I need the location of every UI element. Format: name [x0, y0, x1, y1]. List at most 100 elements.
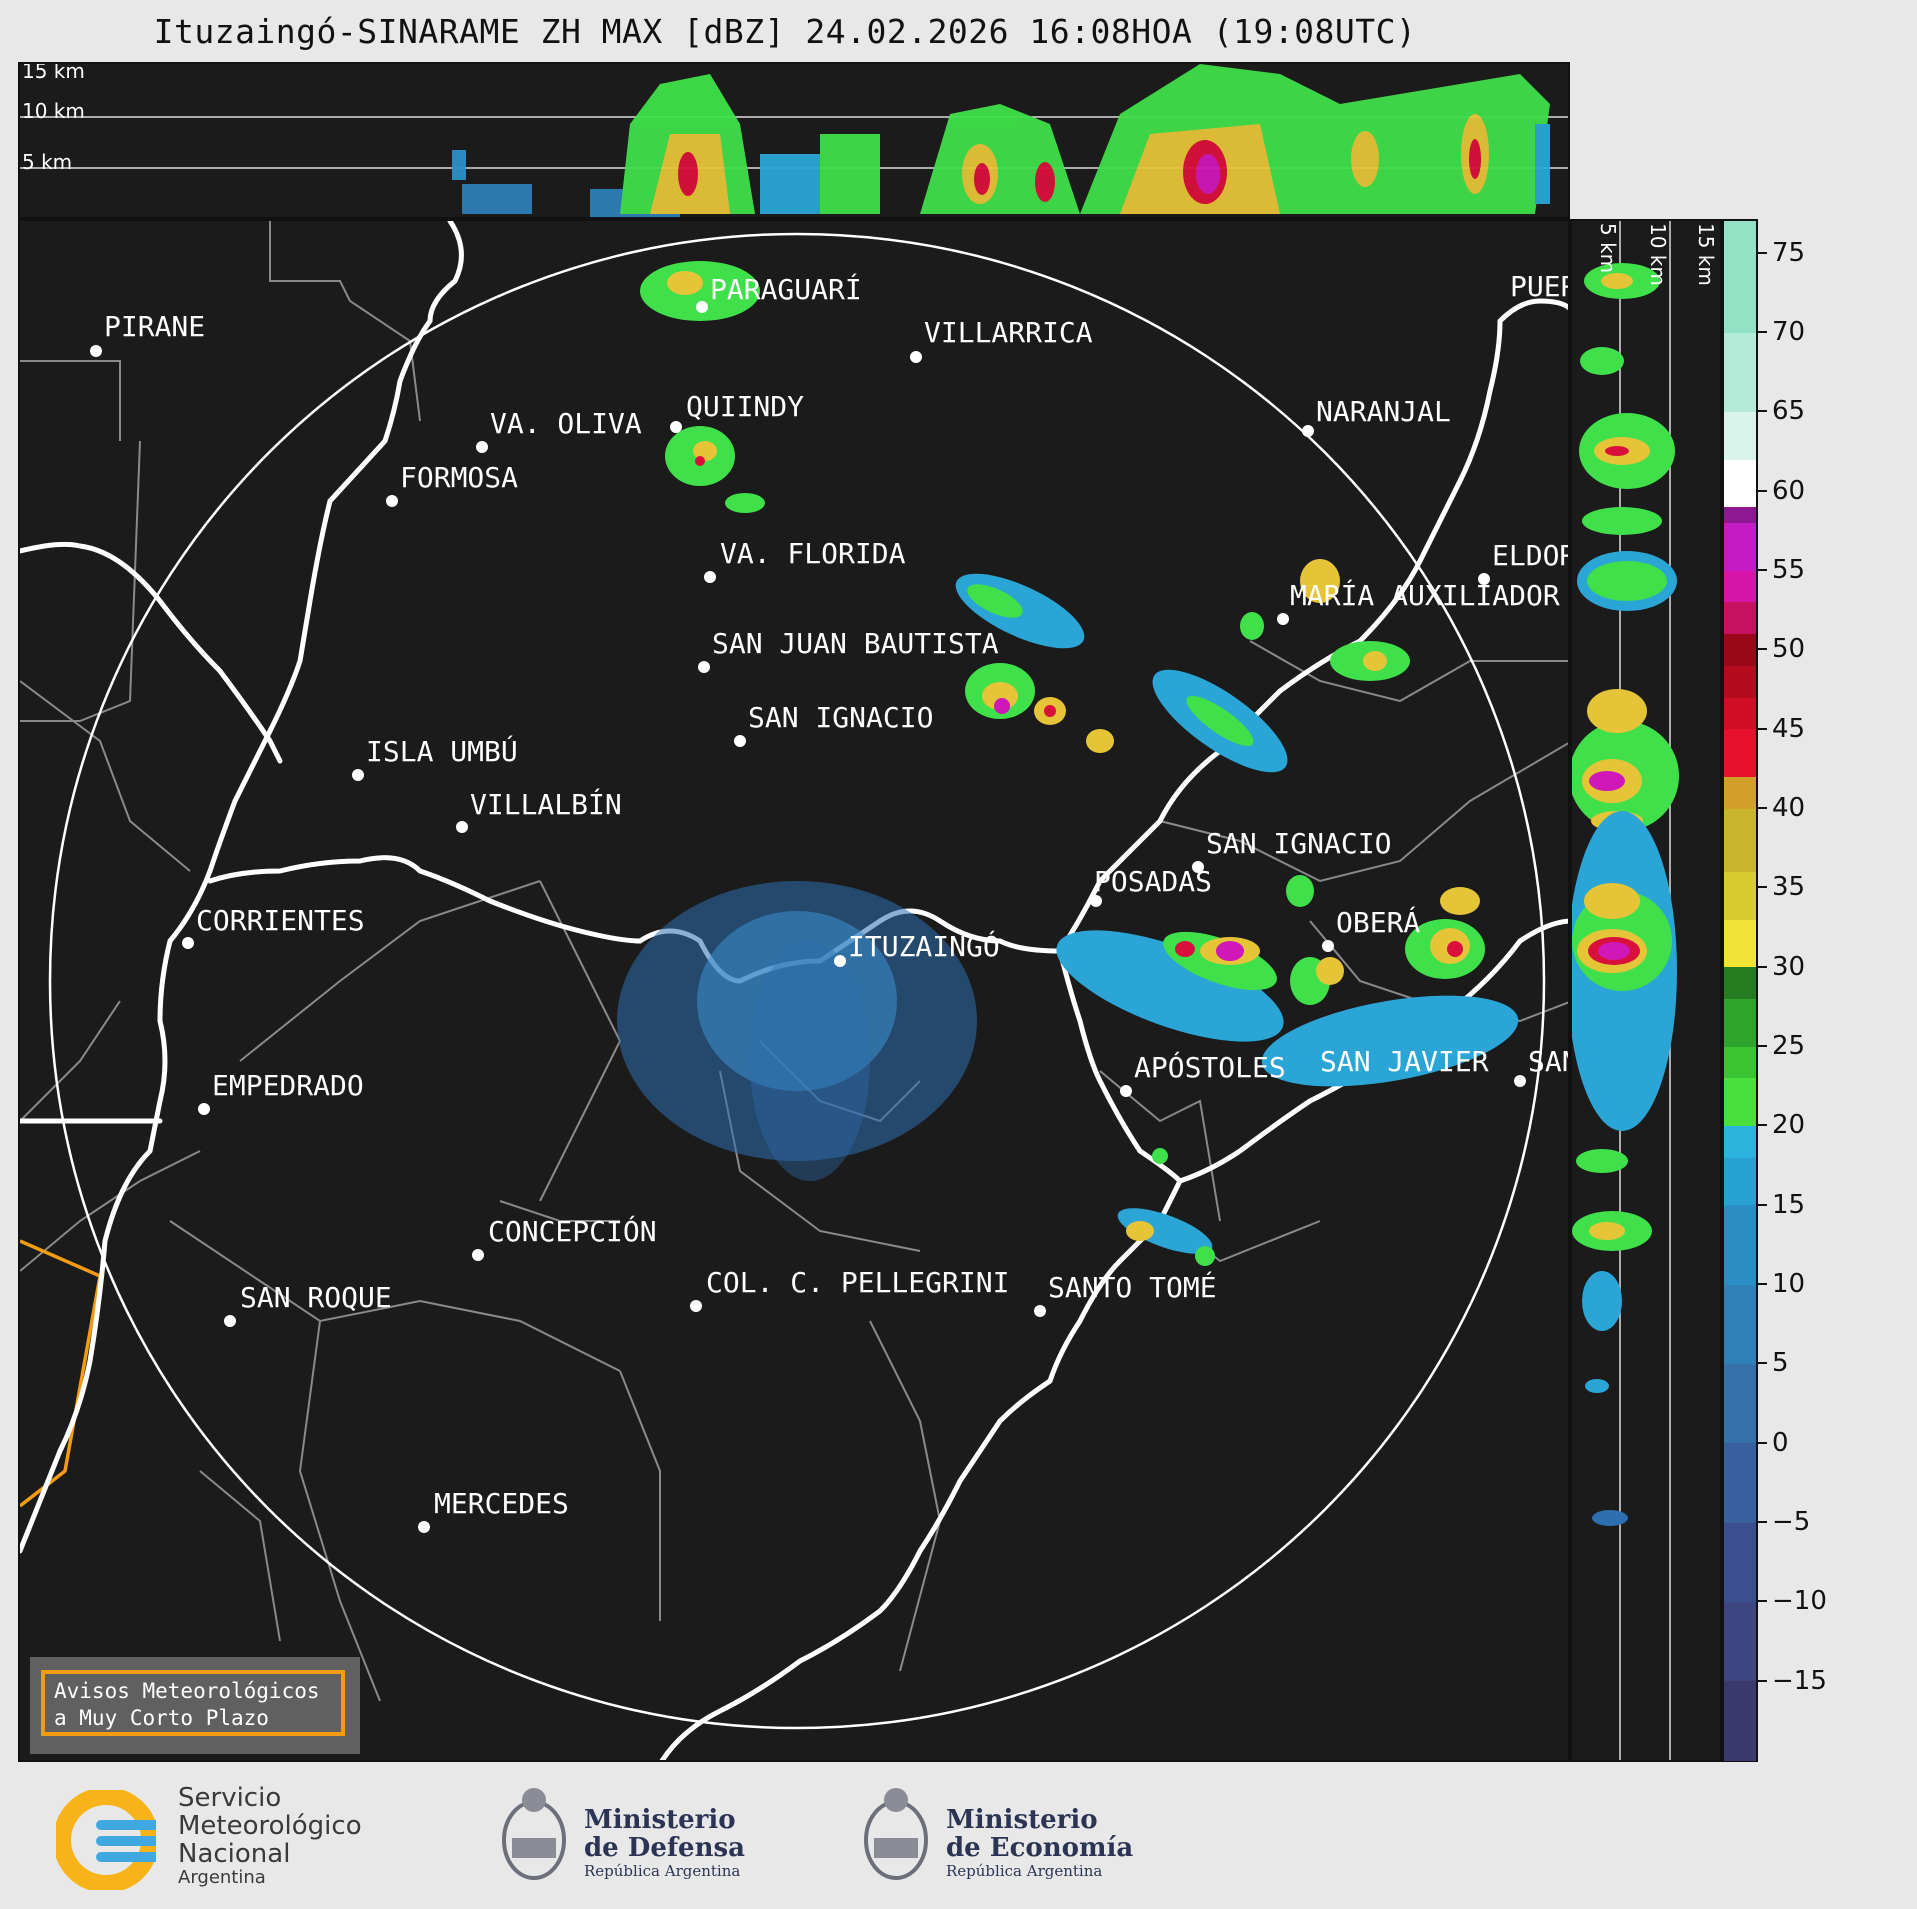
colorbar-segment — [1724, 1077, 1756, 1126]
colorbar-segment — [1724, 808, 1756, 873]
colorbar-tick-label: 60 — [1772, 475, 1806, 506]
city-dot — [696, 301, 708, 313]
city-dot — [198, 1103, 210, 1115]
warning-notice: Avisos Meteorológicos a Muy Corto Plazo — [30, 1657, 360, 1754]
colorbar-tick-label: 50 — [1772, 634, 1806, 665]
colorbar-tick-label: 40 — [1772, 793, 1806, 824]
city-label-ituzaingo: ITUZAINGÓ — [848, 930, 1000, 963]
city-dot — [1120, 1085, 1132, 1097]
city-label-villarrica: VILLARRICA — [924, 316, 1093, 349]
city-dot — [704, 571, 716, 583]
province-boundaries — [20, 221, 1568, 1702]
colorbar-segment — [1724, 601, 1756, 635]
colorbar-segment — [1724, 1157, 1756, 1206]
colorbar-tick — [1758, 410, 1767, 413]
argentina-seal-icon — [502, 1788, 566, 1880]
colorbar-segment — [1724, 1601, 1756, 1682]
city-dot — [418, 1521, 430, 1533]
colorbar-tick — [1758, 331, 1767, 334]
colorbar-segment — [1724, 998, 1756, 1047]
colorbar-tick-label: −15 — [1772, 1665, 1827, 1696]
side-height-label-15km: 15 km — [1694, 223, 1718, 286]
city-dot — [734, 735, 746, 747]
colorbar-tick-label: 65 — [1772, 396, 1806, 427]
city-dot — [224, 1315, 236, 1327]
city-dot — [1478, 573, 1490, 585]
smn-country: Argentina — [178, 1867, 266, 1888]
colorbar-tick — [1758, 569, 1767, 572]
colorbar-tick — [1758, 1679, 1767, 1682]
city-label-san-ignacio-py: SAN IGNACIO — [748, 701, 934, 734]
colorbar-tick-label: −5 — [1772, 1507, 1811, 1537]
colorbar-segment — [1724, 1442, 1756, 1523]
colorbar-tick-label: 55 — [1772, 555, 1806, 586]
colorbar-tick-label: 15 — [1772, 1189, 1806, 1220]
colorbar-segment — [1724, 728, 1756, 777]
colorbar-tick — [1758, 1362, 1767, 1365]
top-cross-section-echoes — [20, 64, 1568, 217]
colorbar-segment — [1724, 411, 1756, 460]
colorbar-segment — [1724, 1125, 1756, 1158]
colorbar-tick — [1758, 807, 1767, 810]
radar-map: PARAGUARÍ VILLARRICA PIRANE VA. OLIVA QU… — [18, 219, 1570, 1762]
city-label-san-javier: SAN JAVIER — [1320, 1045, 1489, 1078]
colorbar-segment — [1724, 633, 1756, 666]
city-label-san: SAN — [1528, 1045, 1568, 1078]
colorbar-segment — [1724, 966, 1756, 1000]
colorbar-tick — [1758, 648, 1767, 651]
city-label-concepcion: CONCEPCIÓN — [488, 1215, 657, 1248]
city-label-pirane: PIRANE — [104, 310, 206, 343]
city-dot — [476, 441, 488, 453]
height-label-5km: 5 km — [22, 150, 73, 174]
page-title: Ituzaingó-SINARAME ZH MAX [dBZ] 24.02.20… — [153, 12, 1417, 51]
colorbar-segment — [1724, 1363, 1756, 1444]
warning-line-2: a Muy Corto Plazo — [54, 1706, 269, 1730]
city-label-mercedes: MERCEDES — [434, 1487, 569, 1520]
side-cross-section-panel: 5 km 10 km 15 km — [1570, 219, 1722, 1762]
colorbar-tick-label: 35 — [1772, 872, 1806, 903]
city-label-santo-tome: SANTO TOMÉ — [1048, 1271, 1217, 1304]
city-label-paraguari: PARAGUARÍ — [710, 273, 862, 306]
city-label-eldor: ELDOR — [1492, 539, 1570, 572]
city-label-posadas: POSADAS — [1094, 865, 1213, 898]
argentina-seal-icon — [864, 1788, 928, 1880]
defensa-line-2: de Defensa — [584, 1833, 745, 1863]
colorbar-segment — [1724, 919, 1756, 968]
city-label-va-florida: VA. FLORIDA — [720, 537, 906, 570]
smn-name-line-1: Servicio — [178, 1783, 282, 1813]
city-label-corrientes: CORRIENTES — [196, 904, 365, 937]
side-cross-section-echoes — [1572, 221, 1679, 1760]
colorbar-tick-label: 25 — [1772, 1031, 1806, 1062]
defensa-line-3: República Argentina — [584, 1862, 741, 1880]
city-label-maria-auxiliador: MARÍA AUXILIADOR — [1290, 579, 1560, 612]
colorbar-segment — [1724, 871, 1756, 920]
colorbar — [1722, 219, 1758, 1762]
city-label-naranjal: NARANJAL — [1316, 395, 1451, 428]
city-label-col-c-pellegrini: COL. C. PELLEGRINI — [706, 1266, 1010, 1299]
colorbar-segment — [1724, 506, 1756, 524]
city-dot — [352, 769, 364, 781]
colorbar-tick-label: 45 — [1772, 713, 1806, 744]
colorbar-tick — [1758, 489, 1767, 492]
city-label-va-oliva: VA. OLIVA — [490, 407, 642, 440]
colorbar-tick-label: −10 — [1772, 1586, 1827, 1617]
colorbar-tick — [1758, 1203, 1767, 1206]
colorbar-tick — [1758, 251, 1767, 254]
city-label-quiindy: QUIINDY — [686, 390, 805, 423]
colorbar-tick — [1758, 886, 1767, 889]
colorbar-tick — [1758, 1283, 1767, 1286]
city-label-obera: OBERÁ — [1336, 906, 1421, 939]
colorbar-tick — [1758, 1600, 1767, 1603]
colorbar-segment — [1724, 458, 1756, 508]
warning-notice-frame: Avisos Meteorológicos a Muy Corto Plazo — [41, 1670, 345, 1736]
smn-logo-icon — [56, 1790, 156, 1890]
colorbar-tick-label: 30 — [1772, 951, 1806, 982]
city-label-empedrado: EMPEDRADO — [212, 1069, 364, 1102]
map-features — [20, 221, 1568, 1760]
city-dot — [670, 421, 682, 433]
warning-line-1: Avisos Meteorológicos — [54, 1679, 320, 1703]
colorbar-tick — [1758, 727, 1767, 730]
colorbar-segment — [1724, 1046, 1756, 1079]
economia-line-1: Ministerio — [946, 1805, 1098, 1835]
city-dot — [1514, 1075, 1526, 1087]
